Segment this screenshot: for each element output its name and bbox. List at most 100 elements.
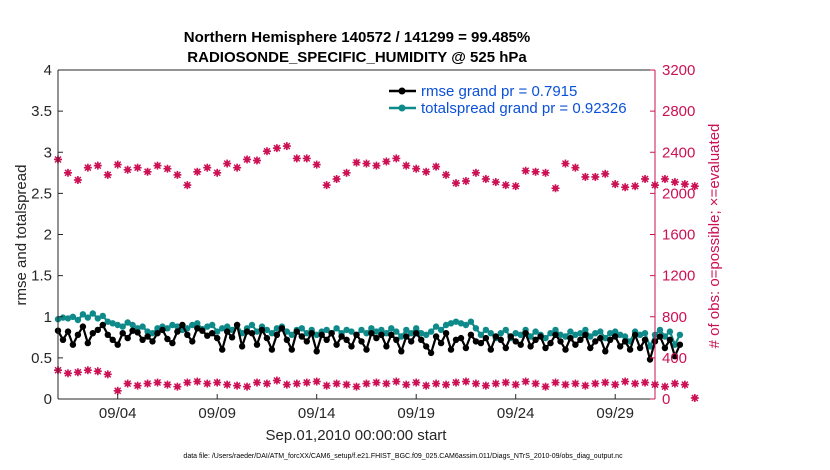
obs-count-marker (670, 379, 679, 388)
spread-point (617, 331, 624, 338)
rmse-point (338, 333, 345, 340)
y-left-tick-label: 4 (44, 62, 52, 79)
obs-count-marker (491, 379, 500, 388)
obs-count-marker (143, 167, 152, 176)
rmse-point (154, 330, 161, 337)
spread-point (333, 325, 340, 332)
rmse-point (457, 334, 465, 342)
obs-count-marker (173, 382, 182, 391)
obs-count-marker (680, 380, 689, 389)
obs-count-marker (412, 378, 421, 387)
spread-point (219, 325, 226, 332)
spread-point (129, 321, 136, 329)
obs-count-marker (621, 377, 630, 386)
obs-count-marker (521, 166, 530, 175)
obs-count-marker (372, 378, 381, 387)
rmse-point (462, 344, 470, 352)
rmse-point (517, 341, 524, 348)
rmse-point (452, 336, 460, 343)
obs-count-marker (641, 174, 650, 183)
rmse-point (363, 346, 370, 353)
rmse-series-layer (54, 321, 684, 363)
y-right-tick-label: 3200 (662, 62, 695, 79)
spread-point (477, 331, 485, 338)
obs-count-marker (561, 380, 570, 389)
rmse-point (219, 346, 226, 353)
rmse-point (607, 336, 614, 343)
rmse-point (333, 341, 340, 348)
rmse-point (582, 331, 589, 338)
spread-point (403, 326, 410, 334)
y-left-tick-label: 3.5 (31, 103, 52, 120)
obs-count-marker (521, 377, 530, 386)
spread-point (552, 326, 559, 334)
obs-count-marker (402, 380, 411, 389)
spread-point (209, 321, 216, 329)
spread-point (447, 320, 455, 327)
rmse-point (134, 329, 141, 336)
rmse-point (64, 328, 72, 335)
obs-count-marker (153, 161, 162, 170)
spread-point (169, 321, 176, 329)
rmse-point (204, 332, 211, 339)
rmse-point (94, 326, 102, 334)
rmse-point (527, 343, 534, 350)
obs-count-marker (660, 382, 669, 391)
obs-count-marker (193, 377, 202, 386)
rmse-point (661, 344, 669, 352)
obs-count-marker (332, 174, 341, 183)
obs-count-marker (93, 367, 102, 376)
rmse-point (283, 336, 291, 343)
rmse-point (114, 341, 121, 348)
rmse-point (318, 331, 325, 338)
spread-point (472, 325, 480, 332)
x-tick-label: 09/29 (596, 405, 634, 422)
spread-point (542, 334, 549, 342)
y-right-tick-label: 2000 (662, 185, 695, 202)
spread-point (313, 331, 320, 338)
obs-count-marker (541, 382, 550, 391)
spread-point (104, 318, 112, 325)
obs-count-marker (452, 179, 460, 188)
spread-point (194, 320, 201, 327)
spread-point (368, 325, 375, 332)
obs-count-marker (203, 163, 212, 172)
spread-point (502, 326, 509, 334)
spread-point (94, 315, 102, 322)
obs-count-marker (342, 380, 351, 389)
rmse-point (214, 334, 221, 342)
spread-point (408, 330, 415, 337)
spread-point (636, 331, 644, 338)
spread-point (298, 325, 305, 332)
spread-point (323, 326, 330, 334)
rmse-point (144, 333, 151, 340)
spread-point (288, 331, 295, 338)
obs-count-marker (491, 178, 500, 187)
spread-point (641, 330, 649, 337)
legend-spread-marker (398, 104, 406, 112)
y-left-tick-label: 3 (44, 144, 52, 161)
spread-point (423, 331, 430, 338)
obs-count-marker (501, 181, 510, 190)
spread-point (64, 315, 72, 322)
obs-count-marker (392, 154, 401, 163)
obs-count-marker (591, 379, 600, 388)
rmse-point (617, 343, 624, 350)
spread-point (592, 330, 599, 337)
obs-count-marker (193, 167, 202, 176)
obs-count-marker (163, 164, 172, 173)
obs-count-marker (143, 379, 152, 388)
rmse-point (373, 334, 380, 342)
obs-count-marker (262, 147, 271, 156)
rmse-point (557, 338, 564, 345)
rmse-point (487, 346, 494, 353)
spread-point (119, 323, 126, 330)
rmse-point (343, 336, 350, 343)
y-left-tick-label: 1.5 (31, 268, 52, 285)
spread-point (442, 321, 450, 329)
rmse-point (676, 341, 684, 348)
obs-count-marker (133, 381, 142, 390)
rmse-point (393, 336, 400, 343)
obs-count-marker (461, 377, 470, 386)
rmse-point (442, 330, 450, 337)
